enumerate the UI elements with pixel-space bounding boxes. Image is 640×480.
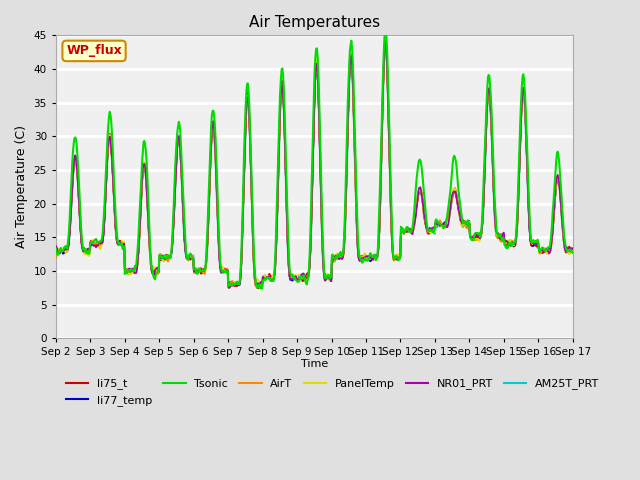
- PanelTemp: [381, 40, 389, 46]
- AM25T_PRT: [381, 40, 389, 46]
- li75_t: [381, 41, 389, 47]
- AirT: [61, 249, 69, 254]
- li75_t: [167, 252, 175, 258]
- li77_temp: [52, 251, 60, 257]
- li75_t: [569, 247, 577, 252]
- li77_temp: [167, 253, 175, 259]
- AM25T_PRT: [115, 239, 122, 245]
- NR01_PRT: [378, 143, 385, 149]
- NR01_PRT: [225, 285, 233, 291]
- NR01_PRT: [195, 268, 202, 274]
- AirT: [394, 252, 401, 258]
- li75_t: [378, 147, 385, 153]
- Title: Air Temperatures: Air Temperatures: [249, 15, 380, 30]
- PanelTemp: [167, 251, 175, 256]
- PanelTemp: [115, 240, 122, 246]
- AM25T_PRT: [167, 252, 175, 258]
- AirT: [381, 40, 389, 46]
- Tsonic: [52, 246, 60, 252]
- AM25T_PRT: [61, 247, 69, 253]
- li77_temp: [61, 249, 69, 254]
- Line: li75_t: li75_t: [56, 44, 573, 288]
- AM25T_PRT: [394, 254, 401, 260]
- li75_t: [255, 286, 262, 291]
- AM25T_PRT: [195, 268, 202, 274]
- NR01_PRT: [381, 38, 389, 44]
- PanelTemp: [378, 145, 385, 151]
- Line: AM25T_PRT: AM25T_PRT: [56, 43, 573, 286]
- AirT: [569, 250, 577, 256]
- AM25T_PRT: [378, 145, 385, 151]
- Legend: li75_t, li77_temp, Tsonic, AirT, PanelTemp, NR01_PRT, AM25T_PRT: li75_t, li77_temp, Tsonic, AirT, PanelTe…: [61, 374, 604, 410]
- PanelTemp: [61, 249, 69, 255]
- Line: AirT: AirT: [56, 43, 573, 288]
- li75_t: [61, 248, 69, 254]
- AirT: [167, 252, 175, 258]
- Tsonic: [115, 240, 122, 246]
- PanelTemp: [394, 252, 401, 257]
- Tsonic: [259, 286, 266, 291]
- li77_temp: [569, 250, 577, 255]
- NR01_PRT: [394, 257, 401, 263]
- AirT: [52, 255, 60, 261]
- Line: PanelTemp: PanelTemp: [56, 43, 573, 288]
- Tsonic: [195, 270, 202, 276]
- li77_temp: [378, 148, 385, 154]
- PanelTemp: [52, 247, 60, 252]
- li77_temp: [233, 283, 241, 289]
- NR01_PRT: [115, 240, 122, 246]
- li77_temp: [195, 269, 202, 275]
- X-axis label: Time: Time: [301, 359, 328, 369]
- Tsonic: [569, 250, 577, 256]
- Line: li77_temp: li77_temp: [56, 41, 573, 286]
- li75_t: [394, 254, 401, 260]
- Line: Tsonic: Tsonic: [56, 29, 573, 288]
- PanelTemp: [569, 248, 577, 253]
- Tsonic: [394, 254, 401, 260]
- Line: NR01_PRT: NR01_PRT: [56, 41, 573, 288]
- PanelTemp: [225, 285, 233, 291]
- li75_t: [52, 246, 60, 252]
- AirT: [115, 241, 122, 247]
- li77_temp: [394, 255, 401, 261]
- Tsonic: [378, 127, 385, 132]
- NR01_PRT: [52, 243, 60, 249]
- Tsonic: [61, 244, 69, 250]
- li75_t: [195, 268, 202, 274]
- li77_temp: [381, 38, 389, 44]
- AM25T_PRT: [569, 247, 577, 252]
- AirT: [254, 285, 262, 290]
- Tsonic: [381, 26, 389, 32]
- NR01_PRT: [569, 245, 577, 251]
- AM25T_PRT: [227, 283, 234, 288]
- Y-axis label: Air Temperature (C): Air Temperature (C): [15, 125, 28, 248]
- li75_t: [115, 240, 122, 245]
- li77_temp: [115, 242, 122, 248]
- NR01_PRT: [61, 246, 69, 252]
- AM25T_PRT: [52, 247, 60, 252]
- Text: WP_flux: WP_flux: [66, 45, 122, 58]
- Tsonic: [167, 254, 175, 260]
- AirT: [378, 146, 385, 152]
- NR01_PRT: [167, 252, 175, 257]
- AirT: [195, 268, 202, 274]
- PanelTemp: [195, 269, 202, 275]
